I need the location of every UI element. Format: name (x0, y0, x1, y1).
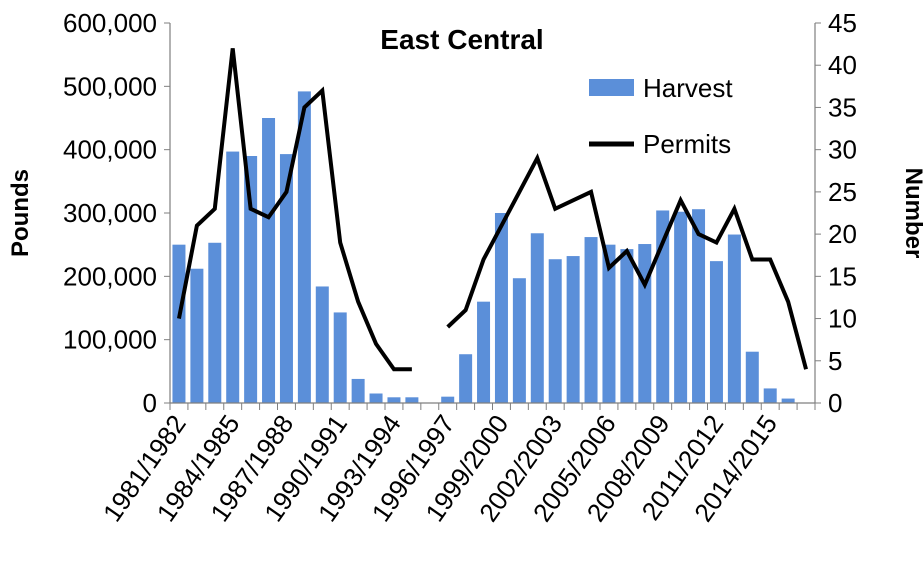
bar-harvest (763, 388, 777, 403)
bar-harvest (172, 244, 186, 403)
legend-permits-label: Permits (643, 129, 731, 159)
bar-harvest (279, 154, 293, 403)
bars-layer (172, 91, 795, 404)
line-permits (446, 153, 808, 370)
y-axis-title: Pounds (7, 169, 34, 257)
bar-harvest (584, 237, 598, 403)
bar-harvest (387, 397, 401, 403)
bar-harvest (494, 213, 508, 403)
legend: Harvest Permits (589, 73, 733, 159)
bar-harvest (208, 242, 222, 403)
bar-harvest (620, 249, 634, 403)
line-permits (176, 48, 412, 372)
bar-harvest (548, 259, 562, 403)
y-tick-label: 100,000 (63, 325, 157, 355)
bar-harvest (244, 156, 258, 403)
bar-harvest (351, 378, 365, 403)
bar-harvest (674, 211, 688, 403)
bar-harvest (441, 396, 455, 403)
bar-harvest (190, 268, 204, 403)
y2-axis-title: Number (900, 168, 923, 259)
bar-harvest (226, 151, 240, 403)
y-tick-label: 400,000 (63, 135, 157, 165)
y2-tick-label: 35 (828, 92, 857, 122)
legend-harvest-swatch (589, 79, 634, 96)
bar-harvest (405, 397, 419, 403)
legend-harvest-label: Harvest (643, 73, 733, 103)
bar-harvest (297, 91, 311, 404)
bar-harvest (709, 261, 723, 403)
line-layer (176, 48, 808, 372)
bar-harvest (727, 234, 741, 403)
y2-tick-label: 20 (828, 219, 857, 249)
y2-tick-label: 25 (828, 177, 857, 207)
y2-tick-label: 10 (828, 304, 857, 334)
axes-layer (164, 22, 821, 410)
bar-harvest (315, 286, 329, 403)
bar-harvest (638, 244, 652, 403)
y2-tick-label: 45 (828, 8, 857, 38)
bar-harvest (692, 209, 706, 403)
bar-harvest (656, 210, 670, 403)
bar-harvest (781, 398, 795, 403)
bar-harvest (745, 351, 759, 403)
y-tick-label: 500,000 (63, 71, 157, 101)
chart-title: East Central (380, 24, 543, 55)
bar-harvest (262, 118, 276, 403)
y-tick-label: 600,000 (63, 8, 157, 38)
y2-tick-label: 0 (828, 388, 842, 418)
y-tick-label: 200,000 (63, 261, 157, 291)
bar-harvest (530, 233, 544, 403)
bar-harvest (512, 278, 526, 403)
bar-harvest (459, 354, 473, 403)
y2-tick-label: 15 (828, 261, 857, 291)
y2-tick-label: 5 (828, 346, 842, 376)
y-tick-label: 0 (143, 388, 157, 418)
y2-tick-label: 40 (828, 50, 857, 80)
y-tick-label: 300,000 (63, 198, 157, 228)
bar-harvest (477, 301, 491, 403)
bar-harvest (566, 256, 580, 403)
y2-tick-label: 30 (828, 135, 857, 165)
bar-harvest (369, 393, 383, 403)
bar-harvest (602, 244, 616, 403)
bar-harvest (333, 312, 347, 403)
